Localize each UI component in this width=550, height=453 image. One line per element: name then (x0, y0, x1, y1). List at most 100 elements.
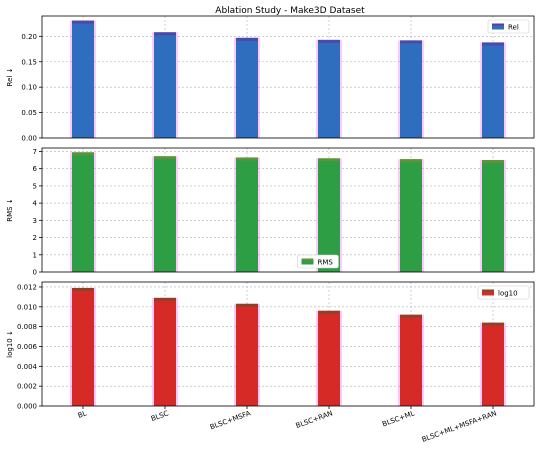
bar-glow-left (70, 287, 72, 406)
bar-4 (318, 310, 340, 406)
bar-glow-right (94, 152, 96, 272)
bar-glow-left (316, 158, 318, 272)
bar-top-shade (154, 156, 176, 160)
bar-6 (482, 42, 504, 138)
bar-glow-right (176, 297, 178, 406)
legend-label: RMS (318, 259, 334, 267)
bar-glow-left (234, 303, 236, 406)
bar-top-shade (482, 42, 504, 46)
y-axis-label: log10 ↓ (6, 330, 14, 358)
bar-glow-right (504, 42, 506, 138)
x-tick-label: BLSC+MSFA (209, 409, 252, 431)
legend-box (487, 19, 530, 34)
bar-glow-right (504, 160, 506, 272)
y-tick-label: 4 (33, 200, 38, 208)
bar-glow-left (316, 310, 318, 406)
y-tick-label: 0.012 (17, 283, 37, 291)
bar-1 (72, 287, 94, 406)
y-tick-label: 7 (33, 148, 37, 156)
panel-frame (41, 281, 535, 407)
bar-glow-right (504, 322, 506, 406)
bar-5 (400, 314, 422, 406)
bar-top-shade (72, 152, 94, 156)
bar-glow-right (94, 287, 96, 406)
y-tick-label: 0.05 (21, 109, 37, 117)
bar-glow-left (234, 37, 236, 138)
y-tick-label: 0.15 (21, 58, 37, 66)
y-tick-label: 0.10 (21, 84, 37, 92)
bar-glow-left (152, 32, 154, 139)
bar-glow-right (176, 156, 178, 272)
bar-glow-left (480, 160, 482, 272)
bar-top-shade (236, 37, 258, 41)
bar-4 (318, 158, 340, 272)
y-tick-label: 0.008 (17, 323, 37, 331)
bar-6 (482, 160, 504, 272)
bar-glow-right (258, 303, 260, 406)
bar-glow-right (422, 314, 424, 406)
bar-top-shade (72, 287, 94, 291)
bar-4 (318, 39, 340, 139)
bar-top-shade (72, 20, 94, 24)
y-tick-label: 0.004 (17, 363, 38, 371)
legend-swatch (301, 258, 314, 265)
bar-top-shade (154, 297, 176, 301)
bar-glow-left (152, 297, 154, 406)
bar-glow-left (398, 40, 400, 138)
y-tick-label: 0 (33, 269, 37, 277)
bar-3 (236, 157, 258, 272)
bar-glow-left (70, 152, 72, 272)
bar-glow-left (70, 20, 72, 139)
bar-glow-right (94, 20, 96, 139)
bar-3 (236, 303, 258, 406)
legend-swatch (482, 289, 494, 296)
bar-top-shade (400, 314, 422, 318)
bar-2 (154, 156, 176, 272)
bar-top-shade (236, 157, 258, 161)
bar-2 (154, 297, 176, 406)
y-tick-label: 1 (33, 251, 37, 259)
bar-glow-left (398, 314, 400, 406)
bar-top-shade (318, 158, 340, 162)
bar-top-shade (482, 160, 504, 164)
legend-label: Rel (508, 24, 519, 32)
bar-glow-left (234, 157, 236, 272)
y-axis-label: RMS ↓ (6, 198, 14, 221)
y-tick-label: 2 (33, 234, 37, 242)
bar-1 (72, 152, 94, 272)
x-tick-label: BLSC (150, 409, 170, 423)
bar-glow-left (480, 322, 482, 406)
bar-glow-left (152, 156, 154, 272)
y-tick-label: 0.000 (17, 403, 37, 411)
legend: log10 (477, 285, 530, 300)
bar-6 (482, 322, 504, 406)
legend-swatch-shade (492, 23, 504, 26)
x-tick-label: BL (77, 409, 88, 420)
legend-swatch (492, 23, 504, 30)
legend: Rel (487, 19, 530, 34)
bar-5 (400, 40, 422, 138)
bar-glow-right (340, 39, 342, 139)
bar-glow-right (422, 40, 424, 138)
bar-1 (72, 20, 94, 139)
bar-top-shade (400, 40, 422, 44)
x-tick-label: BLSC+RAN (295, 409, 334, 430)
panel-frame (41, 147, 535, 273)
bar-3 (236, 37, 258, 138)
bar-glow-left (480, 42, 482, 138)
legend-box (477, 285, 530, 300)
panel-frame (41, 15, 535, 139)
y-tick-label: 3 (33, 217, 37, 225)
bar-top-shade (154, 32, 176, 36)
bar-top-shade (400, 159, 422, 163)
panel-3: 0.000 0.002 0.004 0.006 0.008 0.010 0.012 log10… (6, 281, 535, 411)
bar-top-shade (318, 39, 340, 43)
legend-swatch-shade (482, 289, 494, 292)
bar-glow-right (340, 310, 342, 406)
bar-glow-left (398, 159, 400, 272)
y-tick-label: 0.010 (17, 303, 37, 311)
bar-top-shade (236, 303, 258, 307)
bar-glow-right (176, 32, 178, 139)
y-tick-label: 0.20 (21, 33, 37, 41)
legend-label: log10 (498, 290, 518, 298)
